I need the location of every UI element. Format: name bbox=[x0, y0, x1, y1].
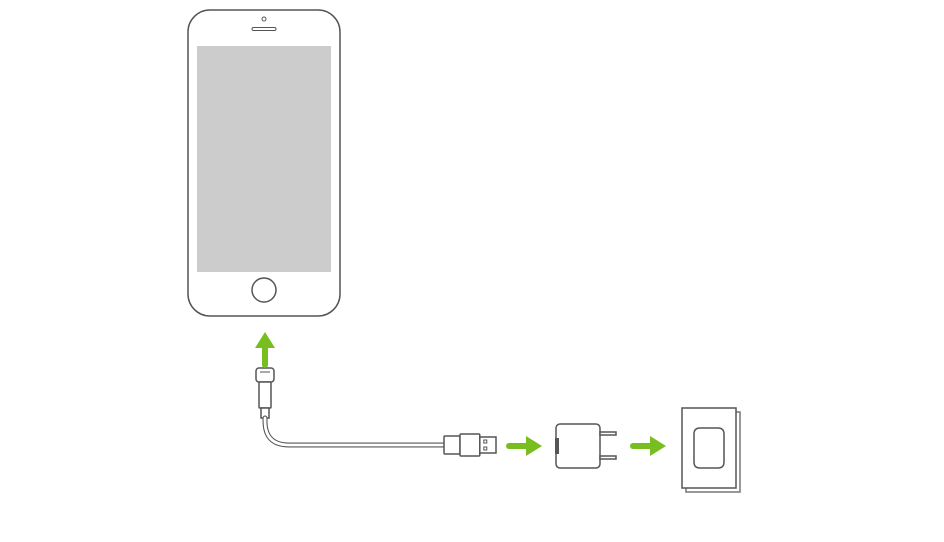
iphone-icon bbox=[188, 10, 340, 316]
lightning-cable-icon bbox=[256, 368, 496, 456]
power-adapter-icon bbox=[555, 424, 616, 468]
arrow-usb-to-adapter bbox=[509, 436, 542, 456]
arrow-adapter-to-outlet bbox=[633, 436, 666, 456]
arrow-up-to-phone bbox=[255, 332, 275, 365]
wall-outlet-icon bbox=[682, 408, 740, 492]
charging-diagram bbox=[0, 0, 944, 542]
